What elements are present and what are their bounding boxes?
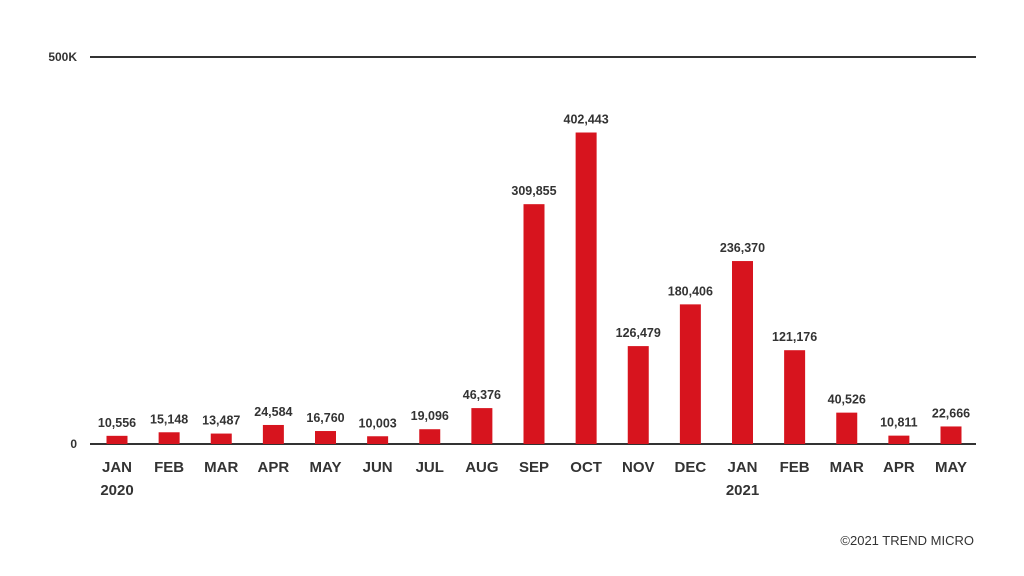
bar	[315, 431, 336, 444]
bar	[471, 408, 493, 444]
year-label: 2021	[726, 482, 759, 499]
bar-value-label: 121,176	[772, 330, 817, 344]
x-tick-label: MAY	[310, 459, 342, 476]
x-tick-label: APR	[883, 459, 915, 476]
x-tick-label: JAN	[727, 459, 757, 476]
y-tick-labels: 0 500K	[48, 50, 77, 451]
bar	[836, 412, 858, 444]
x-tick-label: MAY	[935, 459, 967, 476]
bar-value-label: 24,584	[254, 405, 292, 419]
bar	[523, 204, 545, 444]
bar	[419, 429, 441, 444]
x-tick-label: OCT	[570, 459, 602, 476]
bar-value-label: 46,376	[463, 388, 501, 402]
bars	[106, 132, 962, 444]
bar	[106, 435, 128, 444]
x-tick-label: APR	[258, 459, 290, 476]
x-tick-label: FEB	[780, 459, 810, 476]
bar	[262, 424, 284, 444]
copyright-text: ©2021 TREND MICRO	[840, 533, 974, 548]
bar	[210, 433, 232, 444]
bar	[784, 350, 806, 444]
bar	[367, 436, 389, 444]
bar-value-label: 402,443	[564, 113, 609, 127]
bar	[940, 426, 962, 444]
bar-value-label: 180,406	[668, 284, 713, 298]
x-tick-label: AUG	[465, 459, 498, 476]
x-tick-label: JAN	[102, 459, 132, 476]
year-label: 2020	[100, 482, 133, 499]
bar	[158, 432, 180, 444]
bar-value-label: 40,526	[828, 393, 866, 407]
y-tick-label: 0	[70, 437, 77, 451]
x-tick-label: SEP	[519, 459, 549, 476]
bar-value-label: 10,556	[98, 416, 136, 430]
x-tick-label: JUN	[363, 459, 393, 476]
year-labels: 2020 2021	[100, 482, 759, 499]
x-tick-label: MAR	[204, 459, 238, 476]
bar-value-label: 15,148	[150, 412, 188, 426]
bar-value-label: 19,096	[411, 409, 449, 423]
bar-value-label: 10,811	[880, 416, 918, 430]
bar-value-label: 236,370	[720, 241, 765, 255]
bar-value-label: 13,487	[202, 414, 240, 428]
bar	[732, 261, 753, 444]
x-tick-label: MAR	[830, 459, 864, 476]
x-tick-labels: JAN FEB MAR APR MAY JUN JUL AUG SEP OCT NOV DEC JAN F…	[102, 459, 967, 476]
bar-value-labels: 10,556 15,148 13,487 24,584 16,760 10,003 19,0…	[98, 113, 970, 431]
bar-value-label: 10,003	[359, 416, 397, 430]
y-tick-label: 500K	[48, 50, 77, 64]
bar-value-label: 22,666	[932, 406, 970, 420]
bar	[888, 435, 910, 444]
x-tick-label: FEB	[154, 459, 184, 476]
x-tick-label: NOV	[622, 459, 655, 476]
bar-value-label: 126,479	[616, 326, 661, 340]
bar-value-label: 309,855	[511, 184, 556, 198]
x-tick-label: DEC	[675, 459, 707, 476]
bar-value-label: 16,760	[306, 411, 344, 425]
x-tick-label: JUL	[416, 459, 444, 476]
bar	[575, 132, 597, 444]
bar	[627, 346, 649, 444]
bar	[679, 304, 701, 444]
